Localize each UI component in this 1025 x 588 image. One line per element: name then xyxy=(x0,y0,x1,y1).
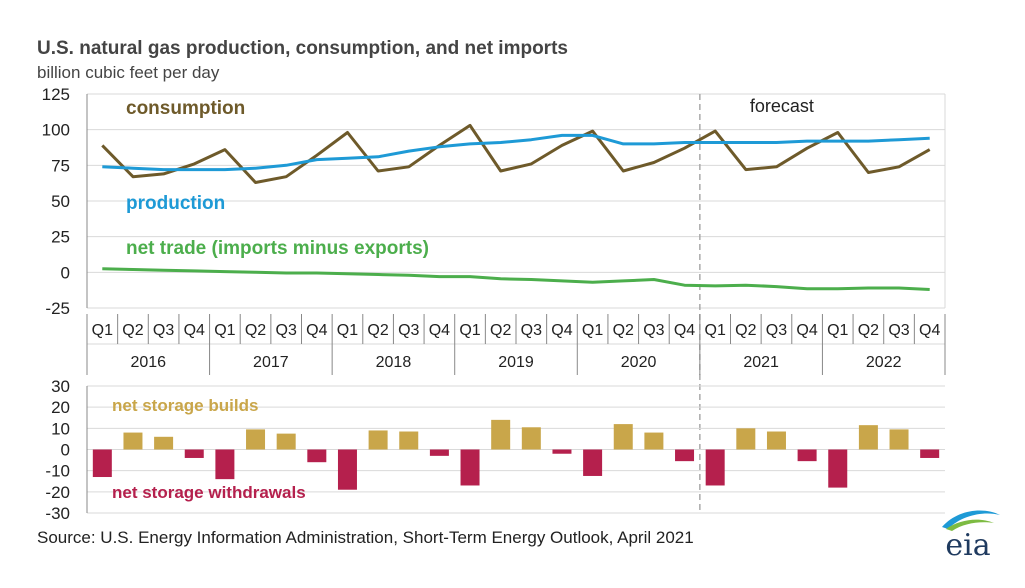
quarter-label: Q1 xyxy=(582,322,603,339)
storage-build-bar xyxy=(521,427,541,450)
quarter-label: Q4 xyxy=(429,322,450,339)
y-tick-top: 100 xyxy=(42,121,70,140)
storage-withdrawal-bar xyxy=(552,449,572,454)
storage-build-bar xyxy=(491,419,511,450)
year-label: 2020 xyxy=(621,354,657,371)
storage-build-bar xyxy=(613,424,633,450)
builds-label: net storage builds xyxy=(112,396,258,415)
y-tick-bottom: 20 xyxy=(51,398,70,417)
quarter-label: Q4 xyxy=(674,322,695,339)
quarter-label: Q3 xyxy=(276,322,297,339)
storage-build-bar xyxy=(368,430,388,450)
year-label: 2017 xyxy=(253,354,289,371)
storage-build-bar xyxy=(123,432,143,450)
y-tick-top: 25 xyxy=(51,228,70,247)
storage-build-bar xyxy=(644,432,664,450)
y-tick-bottom: -10 xyxy=(45,462,70,481)
quarter-label: Q4 xyxy=(551,322,572,339)
storage-build-bar xyxy=(858,425,878,450)
year-label: 2018 xyxy=(376,354,412,371)
withdrawals-label: net storage withdrawals xyxy=(112,483,306,502)
storage-withdrawal-bar xyxy=(215,449,235,480)
chart-subtitle: billion cubic feet per day xyxy=(37,63,220,82)
storage-withdrawal-bar xyxy=(583,449,603,476)
y-tick-top: 0 xyxy=(61,263,70,282)
storage-withdrawal-bar xyxy=(920,449,940,458)
quarter-label: Q4 xyxy=(184,322,205,339)
y-tick-top: 75 xyxy=(51,156,70,175)
production-label: production xyxy=(126,193,225,214)
chart-title: U.S. natural gas production, consumption… xyxy=(37,38,568,59)
year-label: 2016 xyxy=(130,354,166,371)
storage-withdrawal-bar xyxy=(675,449,695,462)
y-tick-bottom: 10 xyxy=(51,419,70,438)
quarter-label: Q2 xyxy=(858,322,879,339)
quarter-label: Q4 xyxy=(306,322,327,339)
year-label: 2021 xyxy=(743,354,779,371)
quarter-label: Q3 xyxy=(521,322,542,339)
quarter-label: Q1 xyxy=(459,322,480,339)
quarter-label: Q3 xyxy=(766,322,787,339)
quarter-label: Q1 xyxy=(92,322,113,339)
storage-withdrawal-bar xyxy=(797,449,817,462)
quarter-label: Q1 xyxy=(337,322,358,339)
source-note: Source: U.S. Energy Information Administ… xyxy=(37,528,694,547)
y-tick-bottom: 0 xyxy=(61,441,70,460)
eia-logo: eia xyxy=(942,510,1000,561)
storage-build-bar xyxy=(736,428,756,450)
storage-build-bar xyxy=(889,429,909,450)
storage-withdrawal-bar xyxy=(828,449,848,488)
storage-build-bar xyxy=(276,433,296,450)
year-label: 2022 xyxy=(866,354,902,371)
logo-swoosh-blue xyxy=(942,510,1000,529)
storage-withdrawal-bar xyxy=(337,449,357,490)
quarter-label: Q4 xyxy=(796,322,817,339)
storage-withdrawal-bar xyxy=(705,449,725,486)
quarter-label: Q2 xyxy=(245,322,266,339)
quarter-label: Q3 xyxy=(153,322,174,339)
year-label: 2019 xyxy=(498,354,534,371)
quarter-label: Q2 xyxy=(613,322,634,339)
production-line xyxy=(102,133,930,172)
net-trade-line xyxy=(102,267,930,291)
y-tick-top: 125 xyxy=(42,85,70,104)
storage-build-bar xyxy=(246,429,266,450)
storage-withdrawal-bar xyxy=(92,449,112,478)
quarter-label: Q4 xyxy=(919,322,940,339)
net-trade-label: net trade (imports minus exports) xyxy=(126,238,429,259)
consumption-label: consumption xyxy=(126,98,245,119)
logo-swoosh-green xyxy=(946,519,994,531)
quarter-label: Q3 xyxy=(398,322,419,339)
storage-build-bar xyxy=(154,436,174,450)
storage-withdrawal-bar xyxy=(460,449,480,486)
consumption-line xyxy=(101,123,931,184)
quarter-label: Q1 xyxy=(827,322,848,339)
quarter-label: Q2 xyxy=(367,322,388,339)
y-tick-bottom: -20 xyxy=(45,483,70,502)
y-tick-bottom: -30 xyxy=(45,504,70,523)
quarter-label: Q2 xyxy=(122,322,143,339)
quarter-label: Q2 xyxy=(735,322,756,339)
storage-build-bar xyxy=(766,431,786,450)
storage-withdrawal-bar xyxy=(429,449,449,456)
quarter-label: Q1 xyxy=(705,322,726,339)
forecast-label: forecast xyxy=(750,96,814,116)
quarter-label: Q1 xyxy=(214,322,235,339)
y-tick-bottom: 30 xyxy=(51,377,70,396)
y-tick-top: -25 xyxy=(45,299,70,318)
storage-withdrawal-bar xyxy=(184,449,204,458)
storage-build-bar xyxy=(399,431,419,450)
logo-text: eia xyxy=(945,528,990,561)
y-tick-top: 50 xyxy=(51,192,70,211)
storage-withdrawal-bar xyxy=(307,449,327,463)
quarter-label: Q3 xyxy=(888,322,909,339)
quarter-label: Q3 xyxy=(643,322,664,339)
quarter-label: Q2 xyxy=(490,322,511,339)
